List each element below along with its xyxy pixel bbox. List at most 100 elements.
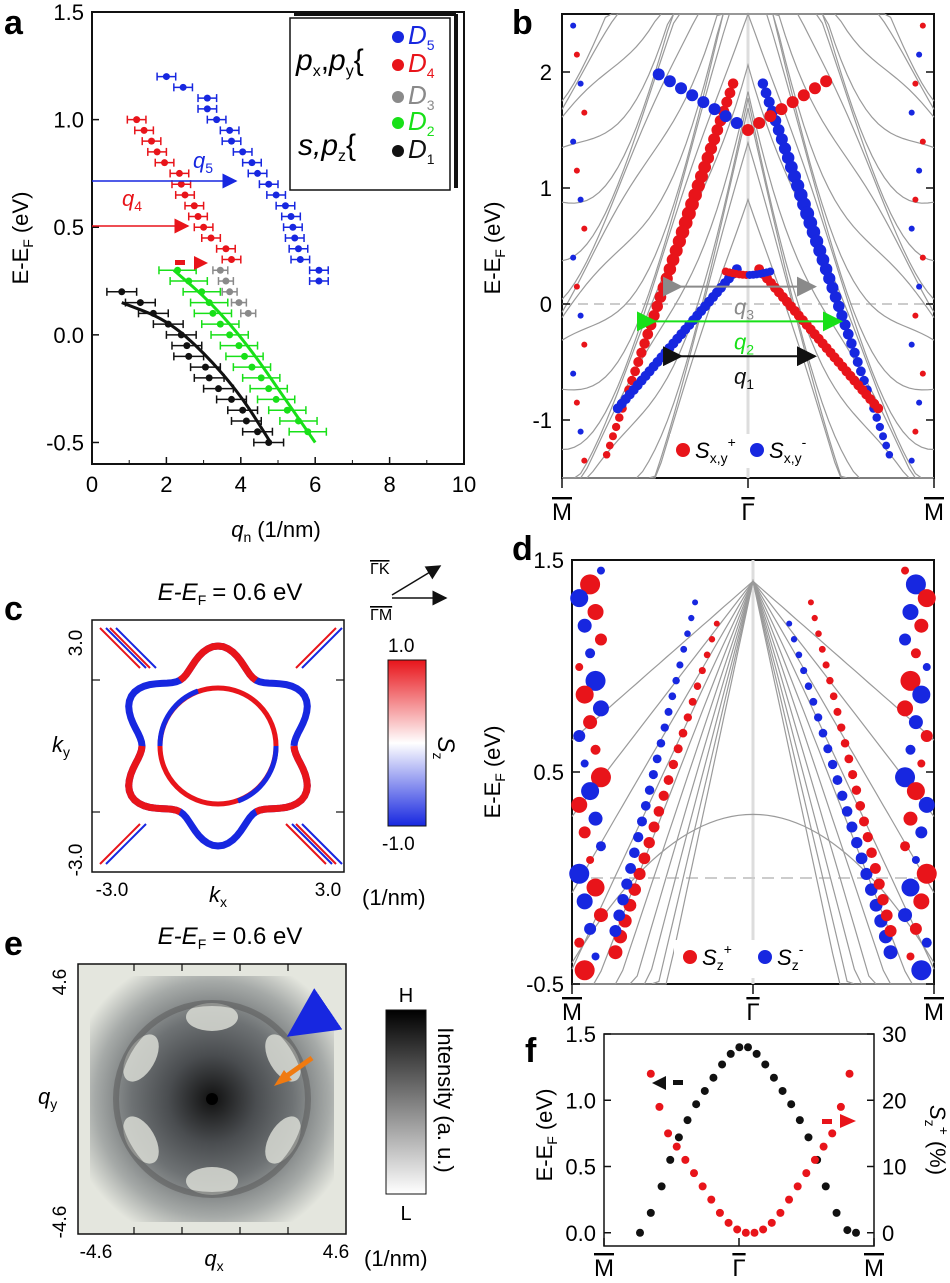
spin-dot-d: [851, 785, 862, 795]
svg-text:Sz+(%): Sz+(%): [922, 1105, 950, 1175]
spin-dot-d: [826, 676, 834, 685]
data-point-Energy: [832, 1208, 841, 1217]
spin-dot-b: [573, 167, 580, 174]
colorbar-min-e: L: [400, 1203, 411, 1225]
data-point-D2: [209, 309, 217, 317]
y2-axis-label-f: Sz+(%): [922, 1105, 950, 1175]
data-point-Energy: [795, 1116, 804, 1125]
data-point-Sz+: [750, 1228, 759, 1237]
legend-group-pxpy: px,py{: [295, 44, 364, 80]
data-point-D1: [118, 288, 126, 296]
spin-dot-d: [594, 633, 607, 646]
panel-e: E-EF = 0.6 eV 4.6 -4.6 -4.6 4.6 qx qy (1/…: [38, 923, 458, 1274]
data-point-D2: [226, 331, 234, 339]
data-point-D1: [183, 342, 191, 350]
x-tick-label-a: 6: [309, 472, 321, 497]
gamma-m-label: ΓM: [370, 607, 392, 624]
spin-dot-b: [797, 89, 810, 102]
spin-dot-b: [819, 262, 833, 276]
outer-contour-red: [254, 745, 311, 816]
panel-label-b: b: [512, 4, 533, 42]
x-tick-e-right: 4.6: [323, 1242, 349, 1263]
spin-dot-d: [809, 697, 818, 706]
data-point-Energy: [735, 1043, 744, 1052]
legend-d: Sz+ Sz-: [674, 940, 814, 978]
band-line-b: [562, 108, 934, 479]
title-c: E-EF = 0.6 eV: [158, 579, 303, 608]
spin-dot-b: [912, 428, 919, 435]
spin-dot-b: [916, 283, 923, 290]
y-tick-label-f: 0.5: [565, 1155, 596, 1180]
data-point-D5: [294, 245, 302, 253]
spin-dot-b: [766, 267, 775, 276]
spin-dot-d: [917, 589, 936, 608]
spin-dot-d: [917, 759, 926, 768]
spin-dot-b: [872, 413, 881, 422]
x-tick-c-right: 3.0: [315, 880, 341, 901]
spin-dot-d: [800, 666, 808, 675]
panel-label-d: d: [512, 530, 533, 568]
spin-dot-d: [698, 666, 706, 675]
colorbar-e: [385, 1009, 427, 1195]
spin-dot-b: [849, 347, 860, 358]
data-point-Energy: [657, 1182, 666, 1191]
spin-dot-d: [633, 867, 646, 881]
spin-dot-d: [827, 759, 838, 770]
spin-dot-d: [593, 908, 608, 923]
svg-text:E-EF(eV): E-EF(eV): [8, 192, 36, 285]
spin-dot-d: [873, 878, 885, 890]
spin-dot-b: [686, 89, 699, 102]
x-tick-label-f: M: [594, 1255, 614, 1282]
data-point-D1: [228, 395, 235, 403]
spin-dot-b: [885, 451, 894, 459]
spin-dot-b: [675, 82, 688, 95]
spin-dot-d: [862, 831, 873, 843]
x-tick-label-b: M: [552, 499, 572, 526]
x-tick-label-d: M: [562, 999, 582, 1026]
y-axis-label-f: E-EF(eV): [532, 1089, 560, 1182]
data-point-D4: [148, 137, 156, 145]
data-point-D2: [241, 352, 249, 360]
spin-dot-d: [581, 782, 600, 801]
legend-label-sxy-plus: Sx,y+: [695, 434, 736, 466]
colorbar-label-c: Sz: [430, 736, 459, 759]
legend-label-sz-minus: Sz-: [777, 941, 804, 973]
data-point-D4: [153, 148, 161, 156]
x-tick-c-left: -3.0: [96, 880, 129, 901]
data-point-Energy: [666, 1155, 675, 1164]
legend-marker-sz-minus: [758, 950, 772, 964]
data-point-Sz+: [698, 1182, 707, 1191]
spin-dot-d: [586, 855, 595, 864]
data-point-D5: [213, 116, 221, 124]
data-point-Sz+: [845, 1069, 854, 1078]
data-point-D2: [235, 342, 243, 350]
spin-dot-b: [875, 422, 884, 432]
corner-contour-c: [99, 627, 141, 669]
data-point-D2: [257, 374, 265, 382]
spin-dot-d: [574, 960, 595, 981]
spin-dot-b: [642, 328, 654, 340]
legend-group-spz: s,pz{: [298, 129, 356, 165]
spin-dot-b: [719, 110, 732, 123]
spin-dot-d: [814, 713, 823, 722]
spin-dot-d: [640, 800, 651, 811]
data-point-D5: [254, 169, 262, 177]
data-point-D4: [228, 256, 235, 264]
data-point-D3: [235, 299, 243, 307]
spin-dot-b: [908, 225, 915, 232]
y-tick-label-d: -0.5: [526, 972, 564, 997]
spin-dot-d: [921, 937, 932, 948]
spin-dot-d: [692, 599, 699, 606]
x-axis-label-c: kx: [209, 882, 227, 910]
spin-dot-b: [570, 370, 577, 377]
data-point-Sz+: [836, 1102, 845, 1111]
spin-dot-d: [683, 713, 692, 722]
data-point-D2: [294, 417, 302, 425]
legend-marker-D5: [392, 31, 404, 43]
data-point-D2: [283, 406, 291, 414]
spin-dot-d: [909, 922, 922, 935]
data-point-D1: [214, 385, 222, 393]
spin-dot-d: [837, 723, 846, 732]
spin-dot-b: [763, 96, 775, 108]
